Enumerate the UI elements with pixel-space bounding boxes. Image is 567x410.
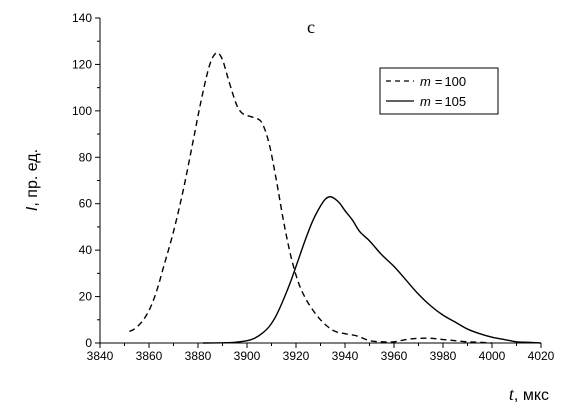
x-axis-symbol: t — [509, 384, 515, 404]
x-axis-label: t, мкс — [509, 384, 549, 404]
x-axis-unit: , мкс — [514, 387, 549, 404]
legend-value-m105: 105 — [444, 94, 466, 109]
x-tick-label: 3980 — [430, 349, 457, 363]
legend-eq-m105: = — [435, 94, 443, 109]
legend-eq-m100: = — [435, 74, 443, 89]
legend-box — [379, 67, 499, 115]
series-line-m105 — [202, 196, 542, 344]
y-tick-label: 40 — [79, 243, 93, 257]
legend: m = 100 m = 105 — [379, 67, 499, 115]
legend-entry-m100: m = 100 — [420, 74, 466, 89]
legend-value-m100: 100 — [444, 74, 466, 89]
x-tick-label: 3940 — [332, 349, 359, 363]
y-tick-label: 0 — [85, 336, 92, 350]
x-tick-label: 3860 — [136, 349, 163, 363]
y-tick-label: 80 — [79, 150, 93, 164]
y-tick-label: 60 — [79, 197, 93, 211]
legend-entry-m105: m = 105 — [420, 94, 466, 109]
y-tick-label: 100 — [72, 104, 92, 118]
y-axis-symbol: I — [24, 206, 41, 211]
x-tick-label: 3900 — [234, 349, 261, 363]
panel-label: c — [307, 17, 315, 37]
legend-var-m100: m — [420, 74, 431, 89]
x-tick-label: 4000 — [479, 349, 506, 363]
y-tick-label: 120 — [72, 57, 92, 71]
x-tick-label: 3960 — [381, 349, 408, 363]
y-axis-unit: , пр. ед. — [24, 149, 41, 207]
x-tick-label: 3920 — [283, 349, 310, 363]
y-axis-label: I, пр. ед. — [24, 149, 41, 211]
x-tick-label: 3840 — [87, 349, 114, 363]
series-layer — [129, 52, 542, 344]
tick-labels: 3840 3860 3880 3900 3920 3940 3960 3980 4000 4020… — [72, 11, 555, 363]
legend-var-m105: m — [420, 94, 431, 109]
x-tick-label: 4020 — [528, 349, 555, 363]
x-tick-label: 3880 — [185, 349, 212, 363]
y-tick-label: 140 — [72, 11, 92, 25]
y-tick-label: 20 — [79, 290, 93, 304]
series-line-m100 — [129, 52, 493, 344]
